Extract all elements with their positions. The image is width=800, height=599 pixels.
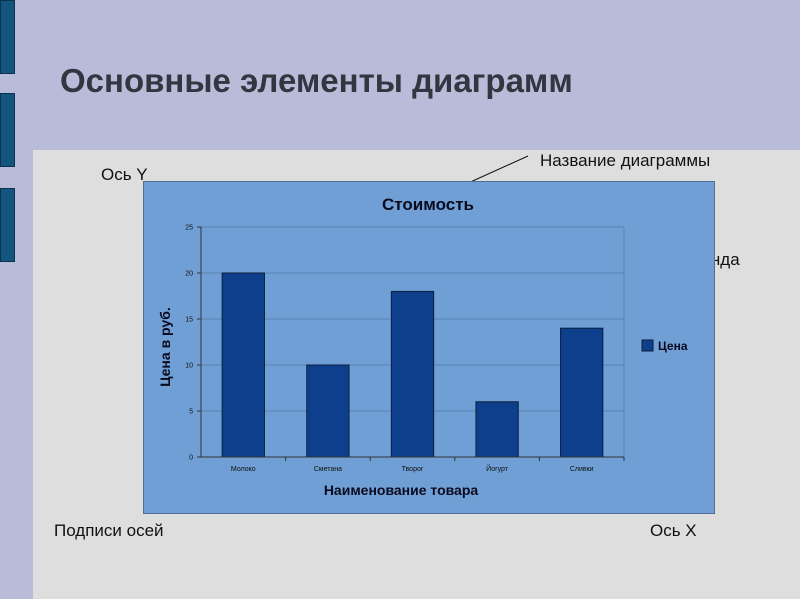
legend: Цена [641, 339, 688, 353]
bar [560, 327, 604, 458]
chart-area: Стоимость Наименование товара Цена в руб… [143, 181, 715, 514]
axes: 0 5 10 15 20 25 Молоко Сметана Творог Йогурт Сливк… [185, 225, 625, 473]
x-axis-title: Наименование товара [324, 482, 479, 498]
x-tick-label: Сметана [314, 466, 342, 473]
legend-swatch [641, 339, 654, 352]
x-tick-label: Творог [402, 466, 424, 473]
y-axis-title: Цена в руб. [157, 307, 173, 387]
callout-chart-title: Название диаграммы [540, 151, 711, 170]
side-decoration-block [0, 188, 15, 262]
bar-chart: Стоимость Наименование товара Цена в руб… [157, 195, 688, 498]
chart-title: Стоимость [382, 195, 474, 214]
bar [221, 272, 265, 458]
title-band [0, 0, 800, 150]
slide-title: Основные элементы диаграмм [60, 62, 573, 99]
legend-label: Цена [658, 339, 688, 353]
y-tick-label: 5 [189, 409, 193, 416]
y-tick-label: 25 [185, 225, 193, 232]
x-tick-label: Сливки [570, 466, 594, 473]
y-tick-label: 0 [189, 455, 193, 462]
callout-axis-x: Ось X [650, 521, 697, 540]
side-decoration-block [0, 93, 15, 167]
bar [306, 364, 350, 458]
bar [390, 290, 435, 458]
x-tick-label: Молоко [231, 466, 256, 473]
bars [221, 272, 604, 458]
bar [475, 401, 519, 458]
callout-axis-y: Ось Y [101, 165, 148, 184]
y-tick-label: 15 [185, 317, 193, 324]
callout-axis-labels: Подписи осей [54, 521, 164, 540]
side-decoration-block [0, 0, 15, 74]
x-tick-label: Йогурт [486, 464, 509, 473]
y-tick-label: 20 [185, 271, 193, 278]
y-tick-label: 10 [185, 363, 193, 370]
